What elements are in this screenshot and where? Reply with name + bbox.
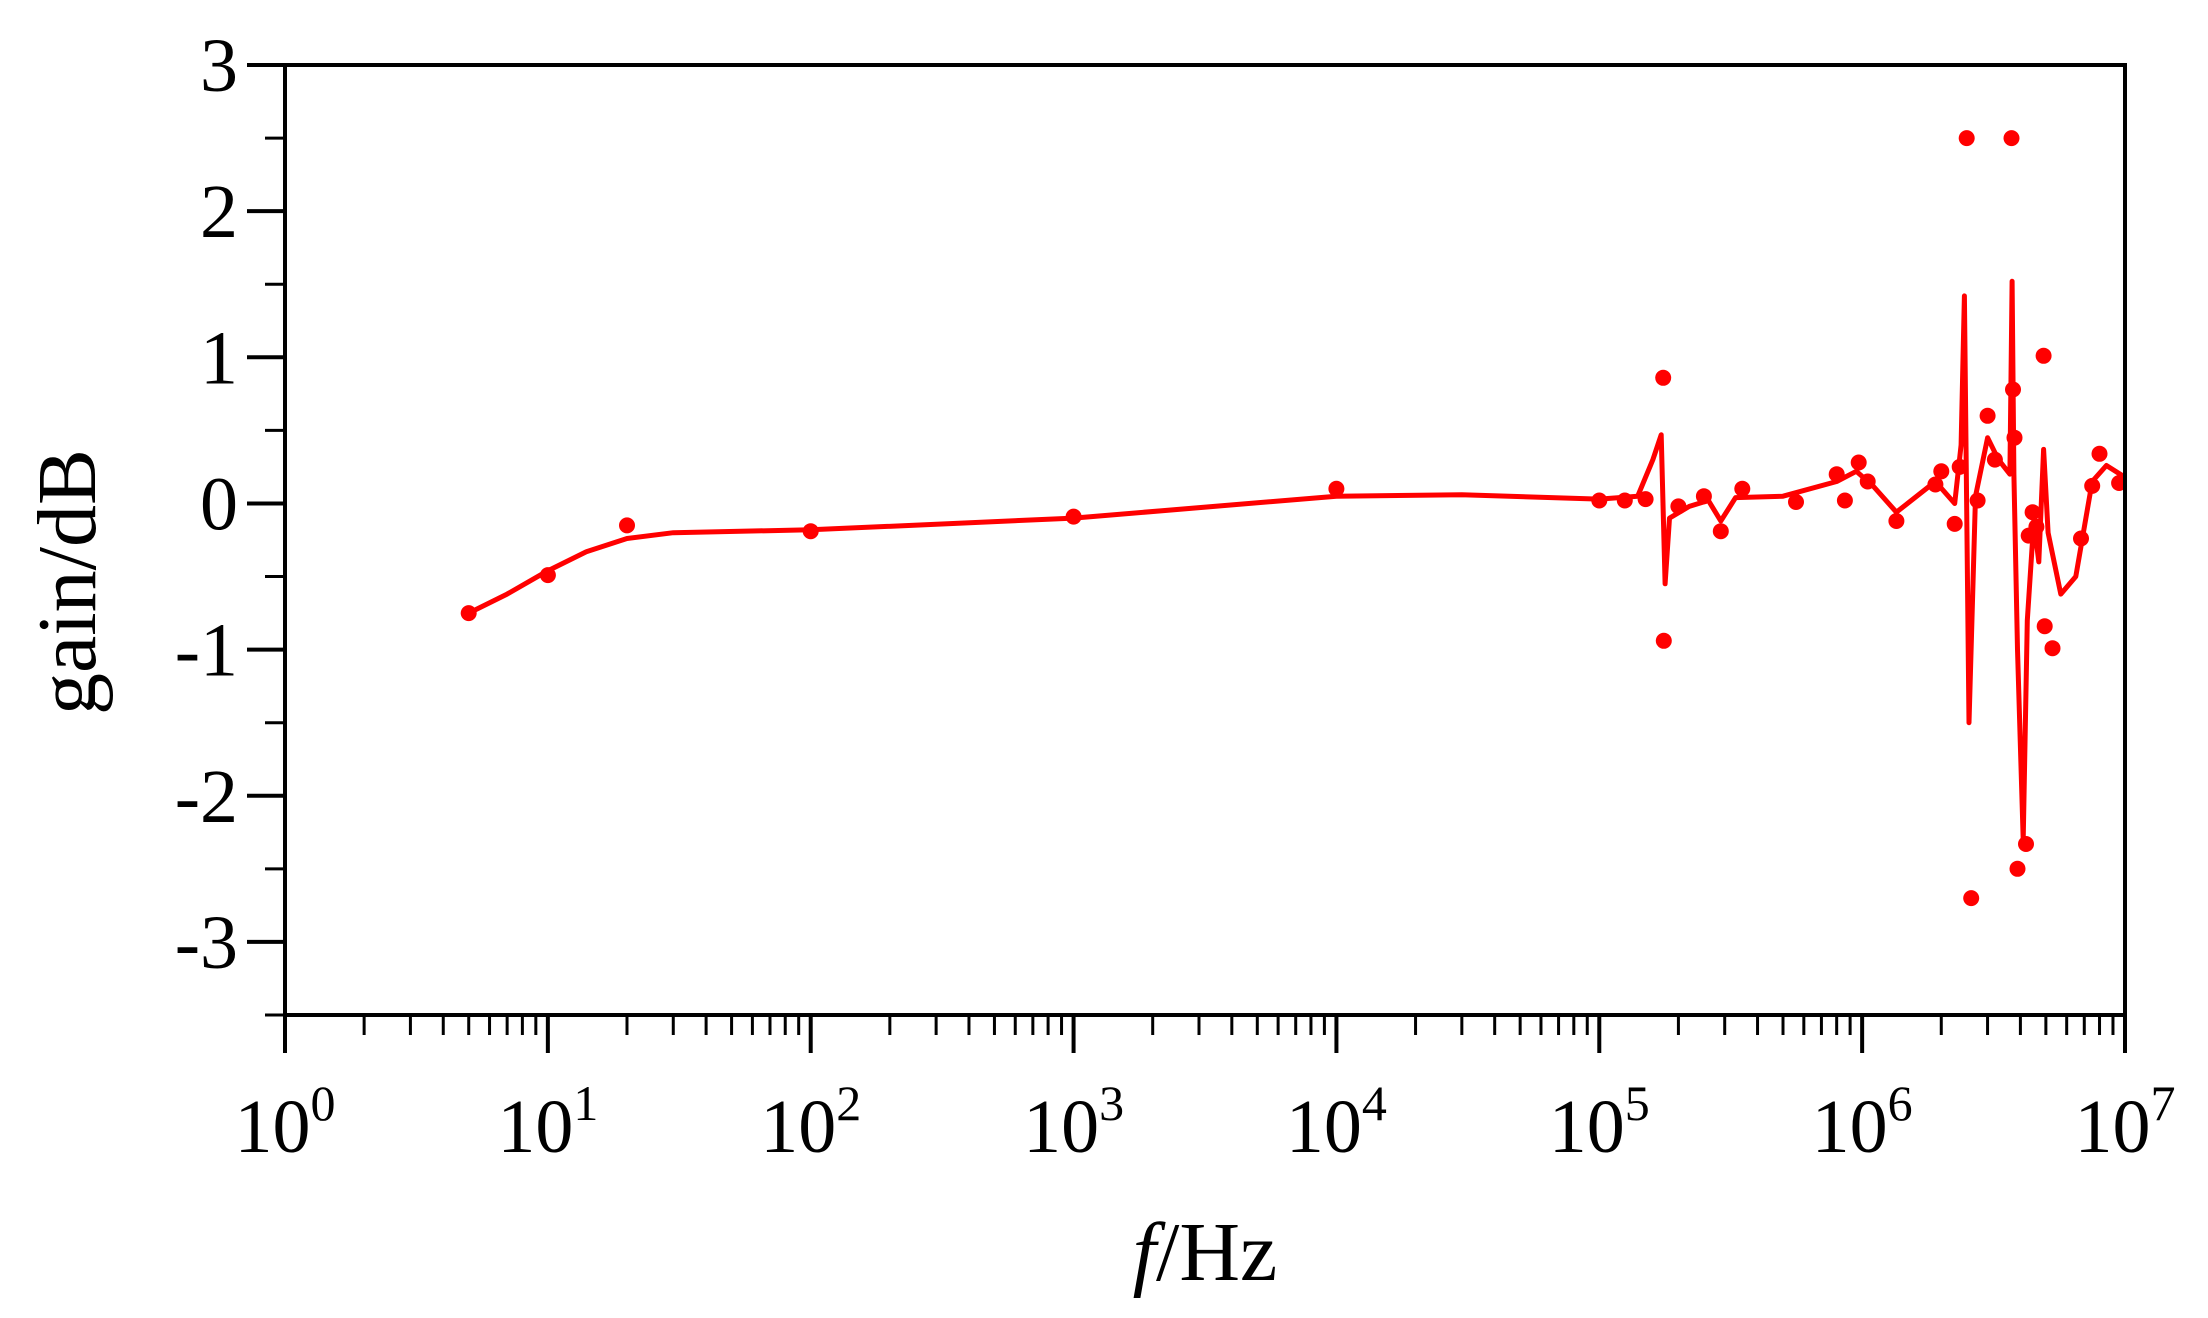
data-point bbox=[1591, 492, 1608, 509]
x-tick-label: 106 bbox=[1812, 1075, 1913, 1169]
x-tick-base: 10 bbox=[1286, 1085, 1362, 1169]
data-point bbox=[2073, 530, 2089, 547]
x-tick-label: 101 bbox=[497, 1075, 598, 1169]
x-axis-title-unit: /Hz bbox=[1156, 1206, 1277, 1299]
data-point bbox=[2036, 618, 2053, 635]
x-tick-exponent: 3 bbox=[1099, 1075, 1124, 1131]
data-point bbox=[1670, 498, 1687, 515]
data-point bbox=[2111, 475, 2125, 491]
x-tick-base: 10 bbox=[1023, 1085, 1099, 1169]
x-tick-exponent: 6 bbox=[1888, 1075, 1913, 1131]
plot-area bbox=[460, 130, 2125, 907]
axis-ticks bbox=[247, 63, 2127, 1053]
y-tick-label: 0 bbox=[200, 462, 238, 546]
data-point bbox=[539, 567, 556, 584]
x-tick-exponent: 2 bbox=[836, 1075, 861, 1131]
y-tick-label: 1 bbox=[200, 316, 238, 400]
data-point bbox=[1328, 480, 1345, 497]
data-point bbox=[1655, 632, 1672, 649]
x-tick-base: 10 bbox=[760, 1085, 836, 1169]
y-tick-label: -1 bbox=[175, 609, 238, 693]
data-point bbox=[1637, 491, 1654, 508]
data-point bbox=[2028, 518, 2045, 535]
x-axis-title: f/Hz bbox=[1133, 1206, 1278, 1299]
data-point bbox=[1958, 130, 1975, 147]
x-tick-label: 107 bbox=[2075, 1075, 2176, 1169]
x-tick-label: 105 bbox=[1549, 1075, 1650, 1169]
series-points bbox=[460, 130, 2125, 907]
x-tick-exponent: 4 bbox=[1362, 1075, 1387, 1131]
data-point bbox=[2084, 477, 2101, 494]
y-axis-title: gain/dB bbox=[21, 449, 114, 715]
data-point bbox=[1616, 492, 1633, 509]
y-tick-label: 3 bbox=[200, 24, 238, 108]
data-point bbox=[1065, 508, 1082, 525]
x-tick-label: 104 bbox=[1286, 1075, 1387, 1169]
data-point bbox=[1788, 494, 1804, 510]
data-point bbox=[1963, 890, 1980, 907]
x-tick-label: 103 bbox=[1023, 1075, 1124, 1169]
data-point bbox=[1695, 488, 1712, 505]
data-point bbox=[1828, 466, 1845, 483]
y-tick-label: 2 bbox=[200, 170, 238, 254]
x-tick-base: 10 bbox=[497, 1085, 573, 1169]
data-point bbox=[1734, 480, 1751, 497]
data-point bbox=[2003, 130, 2020, 147]
data-point bbox=[460, 605, 477, 622]
data-point bbox=[1850, 454, 1867, 471]
data-point bbox=[2018, 836, 2034, 852]
x-tick-base: 10 bbox=[2075, 1085, 2151, 1169]
data-point bbox=[1933, 463, 1950, 480]
x-tick-label: 100 bbox=[235, 1075, 336, 1169]
data-point bbox=[802, 523, 819, 540]
data-point bbox=[1888, 513, 1905, 529]
y-tick-label: -2 bbox=[175, 755, 238, 839]
x-tick-base: 10 bbox=[1812, 1085, 1888, 1169]
x-tick-exponent: 5 bbox=[1625, 1075, 1650, 1131]
x-tick-exponent: 7 bbox=[2151, 1075, 2176, 1131]
plot-frame bbox=[283, 63, 2127, 1017]
x-tick-exponent: 1 bbox=[573, 1075, 598, 1131]
data-point bbox=[1951, 458, 1968, 475]
data-point bbox=[1979, 407, 1996, 424]
data-point bbox=[2009, 860, 2026, 877]
data-point bbox=[1836, 492, 1853, 509]
data-point bbox=[2006, 429, 2023, 446]
data-point bbox=[2035, 347, 2052, 364]
data-point bbox=[2005, 381, 2021, 398]
data-point bbox=[2024, 504, 2041, 521]
x-tick-exponent: 0 bbox=[311, 1075, 336, 1131]
data-point bbox=[1859, 473, 1876, 490]
data-point bbox=[619, 517, 635, 534]
data-point bbox=[1712, 523, 1729, 540]
data-point bbox=[2091, 445, 2108, 462]
data-point bbox=[2044, 640, 2061, 657]
x-tick-base: 10 bbox=[1549, 1085, 1625, 1169]
data-point bbox=[1986, 451, 2003, 468]
y-tick-label: -3 bbox=[175, 901, 238, 985]
x-tick-label: 102 bbox=[760, 1075, 861, 1169]
data-point bbox=[1655, 369, 1672, 386]
x-tick-base: 10 bbox=[235, 1085, 311, 1169]
data-point bbox=[1927, 476, 1944, 493]
data-point bbox=[1946, 515, 1963, 532]
data-point bbox=[1969, 492, 1986, 509]
series-line bbox=[467, 278, 2125, 843]
